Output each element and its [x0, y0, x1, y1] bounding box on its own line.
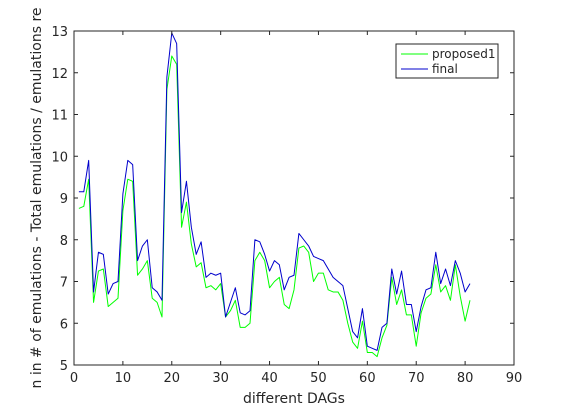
legend-label-proposed1: proposed1 — [432, 47, 495, 61]
y-axis-label: n in # of emulations - Total emulations … — [29, 7, 45, 388]
y-tick-label: 13 — [51, 25, 68, 40]
x-tick-label: 60 — [359, 371, 376, 386]
y-tick-label: 12 — [51, 67, 68, 82]
y-tick-label: 7 — [60, 276, 68, 291]
y-tick-label: 6 — [60, 317, 68, 332]
y-tick-label: 11 — [51, 109, 68, 124]
plot-area — [74, 31, 514, 365]
x-tick-label: 40 — [261, 371, 278, 386]
x-tick-label: 50 — [310, 371, 327, 386]
x-axis-label: different DAGs — [243, 391, 345, 407]
legend: proposed1 final — [396, 44, 498, 78]
y-tick-label: 8 — [60, 234, 68, 249]
x-tick-label: 30 — [212, 371, 229, 386]
x-tick-label: 90 — [506, 371, 523, 386]
legend-label-final: final — [432, 62, 458, 76]
y-tick-label: 5 — [60, 359, 68, 374]
y-tick-label: 9 — [60, 192, 68, 207]
x-tick-label: 70 — [408, 371, 425, 386]
x-tick-label: 0 — [70, 371, 78, 386]
x-tick-label: 10 — [115, 371, 132, 386]
x-tick-label: 20 — [164, 371, 181, 386]
x-tick-label: 80 — [457, 371, 474, 386]
y-tick-label: 10 — [51, 150, 68, 165]
